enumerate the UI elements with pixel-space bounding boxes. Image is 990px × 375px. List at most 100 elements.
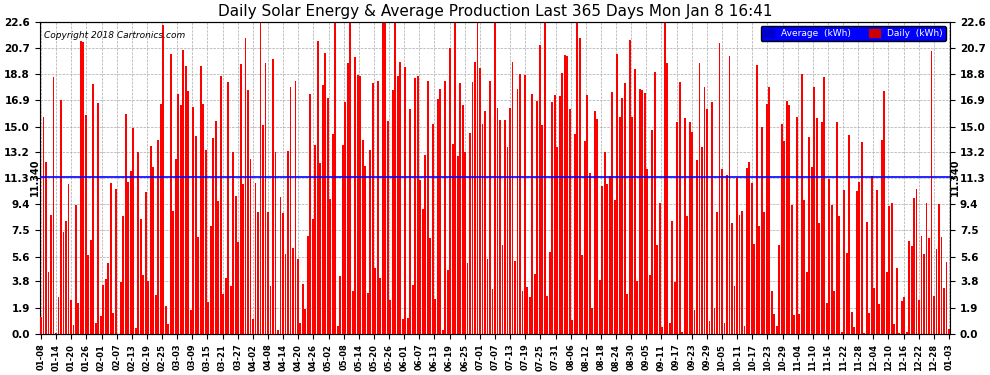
Bar — [741, 211, 742, 334]
Bar — [50, 215, 51, 334]
Bar — [619, 117, 621, 334]
Bar — [901, 302, 903, 334]
Bar — [402, 319, 404, 334]
Bar — [711, 102, 713, 334]
Bar — [364, 166, 366, 334]
Bar — [157, 140, 159, 334]
Bar — [459, 83, 461, 334]
Bar — [469, 133, 471, 334]
Bar — [40, 317, 42, 334]
Bar — [351, 291, 353, 334]
Bar — [449, 48, 451, 334]
Bar — [52, 77, 54, 334]
Bar — [277, 330, 279, 334]
Bar — [826, 303, 828, 334]
Bar — [689, 122, 690, 334]
Bar — [159, 104, 161, 334]
Bar — [284, 254, 286, 334]
Bar — [776, 326, 778, 334]
Bar — [539, 45, 541, 334]
Bar — [716, 212, 718, 334]
Bar — [486, 259, 488, 334]
Bar — [781, 124, 783, 334]
Bar — [627, 294, 628, 334]
Legend: Average  (kWh), Daily  (kWh): Average (kWh), Daily (kWh) — [760, 26, 945, 40]
Bar — [264, 63, 266, 334]
Bar — [719, 44, 721, 334]
Bar — [574, 134, 576, 334]
Bar — [389, 300, 391, 334]
Bar — [945, 262, 947, 334]
Bar — [878, 304, 880, 334]
Bar — [90, 240, 92, 334]
Bar — [225, 278, 227, 334]
Bar — [868, 313, 870, 334]
Bar — [848, 135, 850, 334]
Bar — [356, 75, 358, 334]
Bar — [335, 22, 337, 334]
Bar — [212, 138, 214, 334]
Bar — [893, 324, 895, 334]
Bar — [824, 77, 826, 334]
Bar — [262, 125, 264, 334]
Bar — [484, 111, 486, 334]
Bar — [589, 173, 591, 334]
Bar — [576, 22, 578, 334]
Bar — [758, 226, 760, 334]
Bar — [729, 56, 731, 334]
Bar — [113, 313, 114, 334]
Bar — [322, 85, 324, 334]
Bar — [624, 83, 626, 334]
Bar — [152, 167, 154, 334]
Bar — [346, 63, 348, 334]
Bar — [372, 82, 373, 334]
Bar — [791, 204, 793, 334]
Bar — [609, 176, 611, 334]
Bar — [417, 76, 419, 334]
Bar — [918, 300, 920, 334]
Bar — [287, 151, 289, 334]
Bar — [931, 51, 933, 334]
Bar — [332, 134, 334, 334]
Bar — [614, 200, 616, 334]
Bar — [537, 102, 539, 334]
Bar — [115, 189, 117, 334]
Bar — [414, 78, 416, 334]
Bar — [419, 180, 421, 334]
Bar — [753, 244, 755, 334]
Bar — [269, 286, 271, 334]
Bar — [307, 236, 309, 334]
Bar — [653, 72, 655, 334]
Bar — [646, 169, 648, 334]
Bar — [217, 201, 219, 334]
Bar — [839, 216, 841, 334]
Bar — [596, 119, 598, 334]
Bar — [883, 91, 885, 334]
Bar — [227, 82, 229, 334]
Bar — [440, 88, 442, 334]
Bar — [569, 109, 571, 334]
Bar — [149, 146, 151, 334]
Bar — [709, 321, 711, 334]
Bar — [666, 63, 668, 334]
Bar — [561, 74, 563, 334]
Bar — [761, 127, 763, 334]
Bar — [108, 263, 109, 334]
Bar — [320, 162, 322, 334]
Bar — [571, 320, 573, 334]
Bar — [679, 82, 680, 334]
Bar — [639, 89, 641, 334]
Bar — [461, 105, 463, 334]
Bar — [148, 281, 149, 334]
Bar — [888, 206, 890, 334]
Bar — [691, 132, 693, 334]
Bar — [377, 81, 379, 334]
Bar — [167, 324, 169, 334]
Bar — [684, 118, 685, 334]
Bar — [164, 306, 166, 334]
Bar — [502, 244, 504, 334]
Bar — [629, 40, 631, 334]
Bar — [48, 272, 50, 334]
Bar — [387, 121, 389, 334]
Bar — [943, 288, 944, 334]
